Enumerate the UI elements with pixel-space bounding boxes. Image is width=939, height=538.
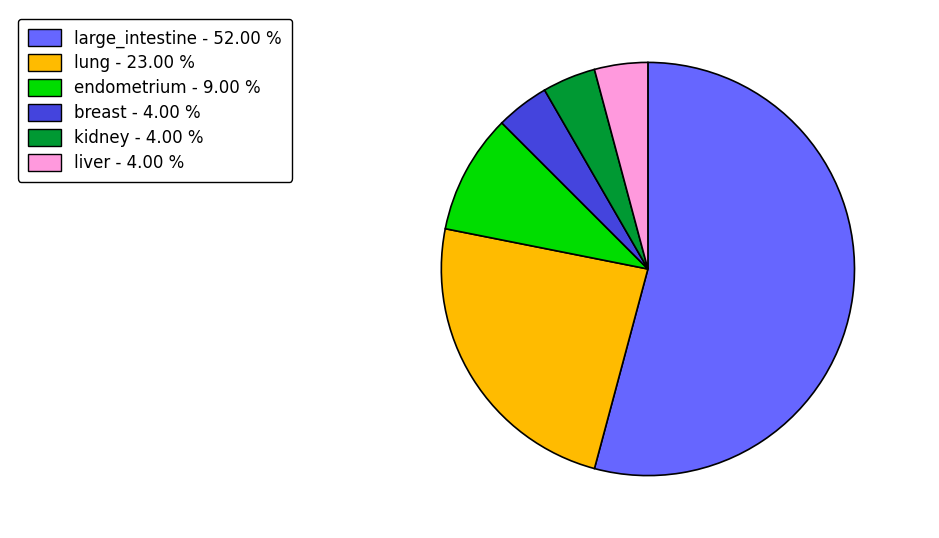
Wedge shape xyxy=(594,62,648,269)
Wedge shape xyxy=(445,123,648,269)
Wedge shape xyxy=(441,229,648,469)
Wedge shape xyxy=(501,90,648,269)
Legend: large_intestine - 52.00 %, lung - 23.00 %, endometrium - 9.00 %, breast - 4.00 %: large_intestine - 52.00 %, lung - 23.00 … xyxy=(18,19,292,182)
Wedge shape xyxy=(545,69,648,269)
Wedge shape xyxy=(594,62,854,476)
